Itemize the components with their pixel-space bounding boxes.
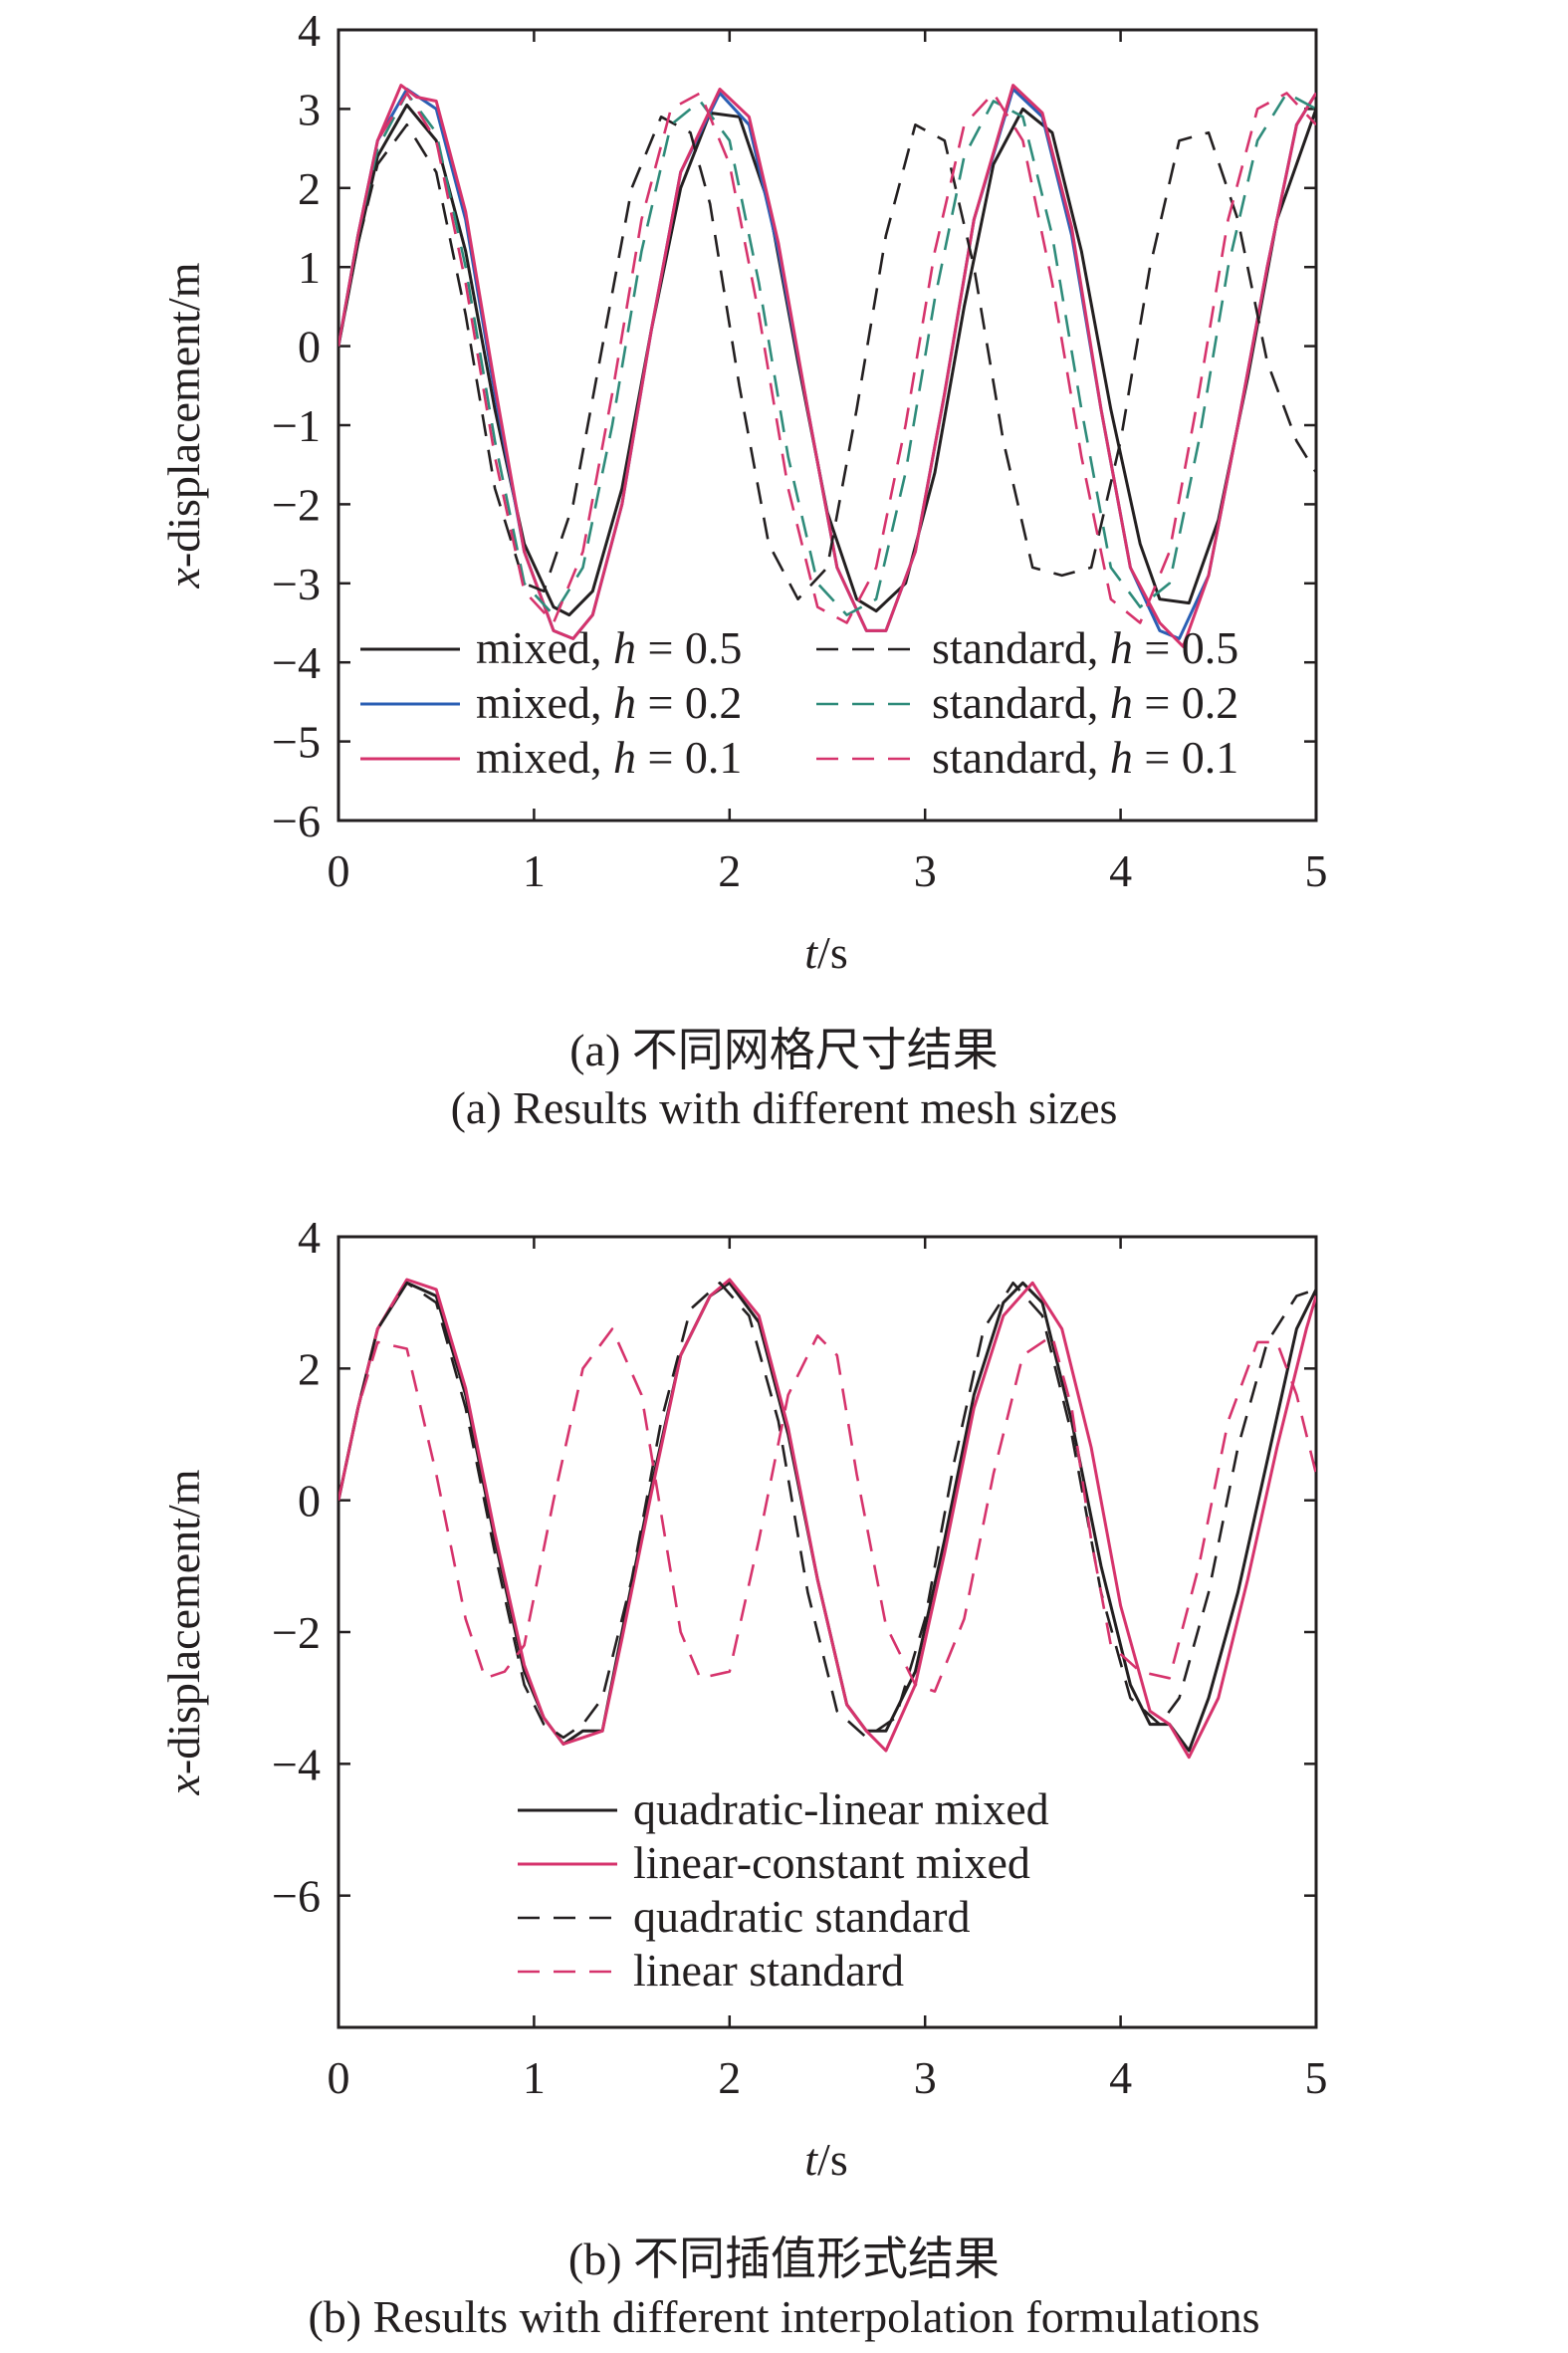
x-tick-label: 2 (718, 2052, 741, 2103)
y-tick-label: 4 (298, 1212, 321, 1263)
y-tick-label: −5 (272, 717, 321, 768)
y-tick-label: 3 (298, 84, 321, 134)
legend-label: quadratic-linear mixed (633, 1783, 1049, 1834)
y-tick-label: 4 (298, 5, 321, 56)
series-line-linear-standard (338, 1327, 1316, 1693)
y-tick-label: −4 (272, 1739, 321, 1789)
series-line-standard-h-0-1 (338, 92, 1316, 624)
panel-a-caption-cn: (a) 不同网格尺寸结果 (569, 1025, 999, 1075)
x-tick-label: 4 (1109, 2052, 1132, 2103)
panel-b-chart: 0 1 2 3 4 5 4 2 0 −2 −4 −6 x-displacement/m quadratic… (158, 1212, 1328, 2103)
y-tick-label: −1 (272, 400, 321, 451)
legend-label: linear-constant mixed (633, 1837, 1030, 1888)
y-tick-label: −4 (272, 637, 321, 688)
panel-a-caption-en: (a) Results with different mesh sizes (450, 1082, 1118, 1133)
y-tick-label: 0 (298, 322, 321, 372)
panel-b-caption-en: (b) Results with different interpolation… (308, 2291, 1260, 2342)
y-tick-label: 1 (298, 242, 321, 293)
legend-label: quadratic standard (633, 1891, 970, 1942)
panel-a-chart: 0 1 2 3 4 5 4 3 2 1 0 −1 −2 −3 −4 −5 −6 x-displacement/m m… (158, 5, 1328, 896)
legend-label: mixed, h = 0.1 (476, 732, 742, 783)
panel-b-caption-cn: (b) 不同插值形式结果 (567, 2234, 1001, 2284)
y-axis-label: x-displacement/m (158, 1469, 209, 1795)
panel-b-series-group (338, 1278, 1316, 1760)
series-line-linear-constant-mixed (338, 1278, 1316, 1760)
panel-a-series-group (338, 84, 1316, 648)
x-tick-label: 2 (718, 845, 741, 896)
y-tick-label: 2 (298, 1343, 321, 1394)
y-tick-label: −6 (272, 1871, 321, 1922)
x-tick-label: 1 (523, 845, 546, 896)
series-line-quadratic-linear-mixed (338, 1281, 1316, 1753)
legend-label: standard, h = 0.1 (932, 732, 1238, 783)
x-tick-label: 3 (914, 845, 937, 896)
y-tick-label: −2 (272, 1607, 321, 1658)
y-tick-label: 0 (298, 1476, 321, 1527)
x-tick-label: 5 (1305, 845, 1328, 896)
series-line-mixed-h-0-1 (338, 84, 1316, 648)
panel-b-xlabel: t/s (804, 2134, 848, 2185)
legend-label: standard, h = 0.5 (932, 622, 1238, 673)
x-tick-label: 5 (1305, 2052, 1328, 2103)
legend-label: mixed, h = 0.2 (476, 677, 742, 728)
x-tick-label: 0 (328, 2052, 350, 2103)
x-tick-label: 4 (1109, 845, 1132, 896)
x-tick-label: 0 (328, 845, 350, 896)
legend-label: standard, h = 0.2 (932, 677, 1238, 728)
legend-label: linear standard (633, 1945, 904, 1996)
legend-label: mixed, h = 0.5 (476, 622, 742, 673)
x-tick-label: 3 (914, 2052, 937, 2103)
series-line-quadratic-standard (338, 1282, 1316, 1740)
y-axis-label: x-displacement/m (158, 262, 209, 588)
y-tick-label: −2 (272, 479, 321, 530)
y-tick-label: −6 (272, 796, 321, 846)
panel-a-xlabel: t/s (804, 927, 848, 978)
y-tick-label: −3 (272, 559, 321, 609)
x-tick-label: 1 (523, 2052, 546, 2103)
series-line-standard-h-0-5 (338, 116, 1316, 600)
y-tick-label: 2 (298, 163, 321, 214)
